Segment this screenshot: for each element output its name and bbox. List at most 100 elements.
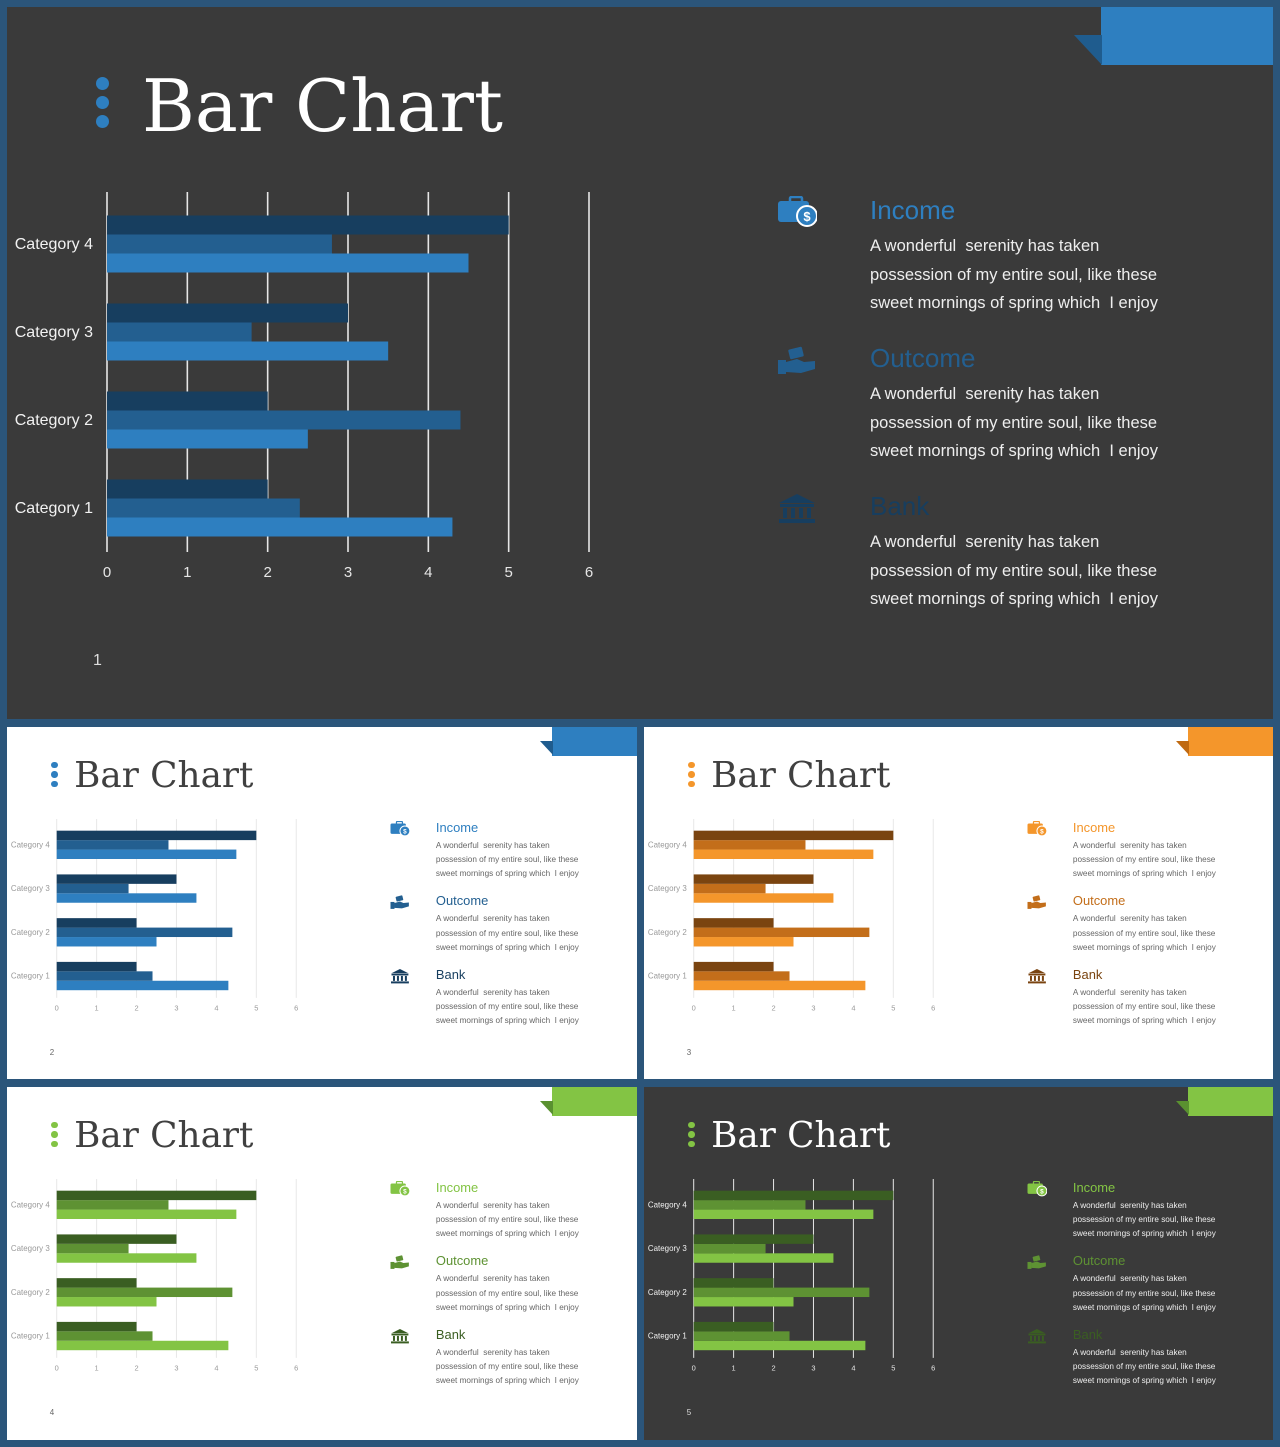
bar: [693, 874, 814, 884]
info-description-line: A wonderful serenity has taken: [1072, 840, 1187, 850]
x-tick-label: 4: [214, 1003, 218, 1012]
money-bag-icon: $: [390, 820, 411, 837]
corner-tab: [551, 1087, 637, 1116]
category-label: Category 4: [648, 840, 687, 849]
info-description: A wonderful serenity has taken possession…: [436, 1199, 579, 1242]
title-dots: [96, 77, 110, 128]
info-item-bank: Bank A wonderful serenity has taken posses…: [1027, 966, 1256, 1036]
x-tick-label: 5: [891, 1363, 895, 1372]
info-description-line: possession of my entire soul, like these: [1072, 1002, 1216, 1012]
info-description-line: sweet mornings of spring which I enjoy: [870, 442, 1158, 460]
bar: [693, 936, 794, 947]
bar: [107, 410, 461, 430]
bar: [693, 918, 774, 928]
bar: [693, 1190, 894, 1201]
info-description: A wonderful serenity has taken possession…: [870, 232, 1158, 318]
category-label: Category 3: [11, 884, 50, 893]
bar: [56, 883, 129, 894]
x-tick-label: 4: [851, 1003, 855, 1012]
info-description-line: possession of my entire soul, like these: [870, 413, 1158, 432]
bar: [56, 980, 229, 991]
money-bag-icon: $: [777, 195, 818, 228]
info-description: A wonderful serenity has taken possession…: [1073, 912, 1216, 955]
category-label: Category 3: [11, 1244, 50, 1253]
bar: [107, 429, 308, 449]
info-list: $ Income A wonderful serenity has taken pos…: [777, 192, 1237, 632]
category-label: Category 1: [648, 971, 687, 980]
title-dot: [96, 115, 109, 128]
x-tick-label: 1: [183, 564, 191, 581]
info-description-line: possession of my entire soul, like these: [435, 1002, 579, 1012]
info-description-line: A wonderful serenity has taken: [435, 1347, 550, 1357]
category-label: Category 4: [11, 840, 50, 849]
corner-tab: [1187, 1087, 1273, 1116]
category-label: Category 1: [11, 971, 50, 980]
bar: [693, 1321, 774, 1332]
info-heading: Income: [870, 195, 956, 225]
x-tick-label: 6: [931, 1003, 935, 1012]
bar: [56, 1331, 153, 1341]
x-tick-label: 6: [294, 1003, 298, 1012]
info-description-line: A wonderful serenity has taken: [1072, 914, 1187, 924]
svg-text:$: $: [403, 1188, 407, 1195]
category-label: Category 3: [15, 324, 93, 341]
info-heading: Outcome: [435, 1253, 489, 1269]
bar: [693, 1340, 866, 1351]
bar: [56, 971, 153, 981]
bar: [56, 830, 257, 841]
category-label: Category 1: [648, 1331, 687, 1340]
info-description: A wonderful serenity has taken possession…: [1073, 986, 1216, 1029]
bank-icon: [1027, 968, 1047, 984]
info-item-income: $ Income A wonderful serenity has taken pos…: [390, 1179, 619, 1249]
slide-title: Bar Chart: [142, 64, 503, 148]
info-list: $ Income A wonderful serenity has taken pos…: [390, 819, 619, 1038]
x-tick-label: 4: [424, 564, 432, 581]
title-dot: [96, 77, 109, 90]
slide-title: Bar Chart: [711, 755, 891, 797]
info-description-line: sweet mornings of spring which I enjoy: [870, 590, 1158, 608]
category-label: Category 2: [11, 1288, 50, 1297]
bar: [693, 1278, 774, 1288]
category-label: Category 3: [648, 884, 687, 893]
info-description-line: possession of my entire soul, like these: [870, 561, 1158, 580]
slide-title: Bar Chart: [711, 1115, 891, 1157]
x-tick-label: 5: [891, 1003, 895, 1012]
info-description-line: sweet mornings of spring which I enjoy: [1072, 1229, 1216, 1239]
info-description-line: sweet mornings of spring which I enjoy: [435, 1016, 579, 1026]
bar: [693, 849, 874, 859]
corner-tab-fold: [539, 1100, 553, 1115]
bar: [693, 927, 870, 937]
bar: [56, 874, 177, 884]
info-heading: Income: [1072, 1179, 1116, 1195]
x-tick-label: 0: [692, 1003, 696, 1012]
info-description: A wonderful serenity has taken possession…: [1073, 1199, 1216, 1242]
info-description-line: A wonderful serenity has taken: [870, 385, 1100, 403]
x-tick-label: 0: [103, 564, 111, 581]
bar: [693, 1243, 766, 1254]
title-dot: [51, 1140, 58, 1148]
info-description-line: sweet mornings of spring which I enjoy: [435, 1302, 579, 1312]
bar: [56, 1253, 197, 1263]
x-tick-label: 4: [214, 1363, 218, 1372]
info-item-outcome: Outcome A wonderful serenity has taken pos…: [390, 1252, 619, 1322]
info-description-line: possession of my entire soul, like these: [1072, 1362, 1216, 1372]
money-bag-icon: $: [1027, 1180, 1048, 1197]
info-description: A wonderful serenity has taken possession…: [436, 1272, 579, 1315]
bar: [693, 980, 866, 991]
bar-chart: 0 1 2 3 4 5 6 Category 1 Category 2 Category 3 Cat…: [15, 192, 593, 581]
x-tick-label: 2: [263, 564, 271, 581]
bar: [693, 893, 834, 903]
bar: [107, 303, 348, 323]
info-description: A wonderful serenity has taken possession…: [870, 528, 1158, 614]
bar: [693, 1287, 870, 1297]
svg-text:$: $: [1040, 1188, 1044, 1195]
x-tick-label: 5: [504, 564, 512, 581]
title-dots: [51, 761, 58, 788]
slide-2: Bar Chart 0 1 2 3 4 5 6 Category 1 Category 2 Cate…: [7, 727, 637, 1079]
info-item-bank: Bank A wonderful serenity has taken posses…: [1027, 1326, 1256, 1396]
info-heading: Bank: [435, 1327, 466, 1343]
x-tick-label: 6: [585, 564, 593, 581]
x-tick-label: 1: [732, 1003, 736, 1012]
x-tick-label: 3: [811, 1363, 815, 1372]
hand-money-icon: [1027, 1254, 1047, 1270]
